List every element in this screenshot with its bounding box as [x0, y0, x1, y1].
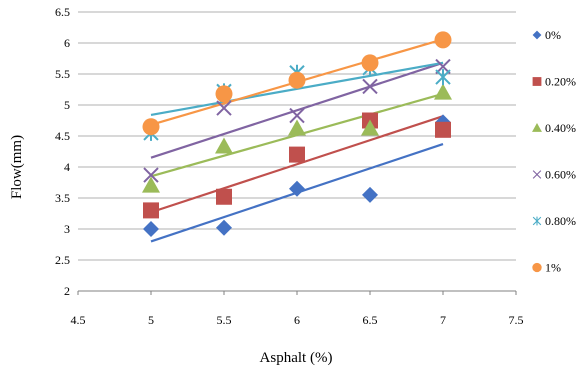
legend-marker-shape [532, 216, 542, 226]
data-point [435, 69, 451, 86]
legend-label: 0% [545, 28, 561, 42]
data-point [288, 119, 306, 136]
legend-marker-shape [532, 77, 542, 86]
data-point [216, 219, 232, 236]
data-points [142, 31, 452, 237]
y-tick-label: 2.5 [55, 253, 70, 267]
legend-item: 0.40% [532, 121, 576, 135]
data-point [143, 167, 159, 183]
legend-marker-shape [532, 262, 542, 273]
y-tick-label: 4 [64, 160, 70, 174]
y-tick-label: 5 [64, 98, 70, 112]
legend-label: 0.60% [545, 168, 576, 182]
trendline-020pct [150, 115, 444, 214]
trendline-060pct [150, 61, 444, 159]
legend-marker [532, 216, 542, 226]
x-tick-label: 6 [294, 313, 300, 327]
data-point [289, 146, 305, 163]
x-tick-label: 5 [148, 313, 154, 327]
data-point [435, 121, 451, 138]
data-point [142, 176, 160, 193]
data-point [434, 83, 452, 100]
legend-marker [532, 77, 542, 86]
data-point [142, 118, 160, 136]
legend-label: 1% [545, 261, 561, 275]
legend-marker-shape [532, 123, 542, 132]
data-point [361, 54, 379, 72]
data-point [143, 202, 159, 219]
data-point [362, 186, 378, 203]
data-point [288, 71, 306, 89]
data-point [215, 137, 233, 154]
legend-label: 0.40% [545, 121, 576, 135]
legend-marker-shape [532, 170, 542, 179]
legend: 0% 0.20% 0.40% 0.60% 0.80% 1% [532, 28, 576, 275]
data-point [143, 221, 159, 237]
x-tick-label: 7 [440, 313, 446, 327]
legend-marker [532, 30, 542, 40]
legend-item: 0% [532, 28, 561, 42]
x-tick-label: 6.5 [363, 313, 378, 327]
legend-item: 0.80% [532, 214, 576, 228]
legend-item: 0.60% [532, 168, 576, 182]
data-point [361, 119, 379, 136]
axes: 2 2.5 3 3.5 4 4.5 5 5.5 6 6.5 4.5 5 5.5 6 6.5 7 7.5 [55, 5, 524, 327]
legend-marker [532, 262, 542, 273]
y-tick-label: 5.5 [55, 67, 70, 81]
legend-item: 1% [532, 261, 561, 275]
data-point [216, 188, 232, 205]
y-tick-label: 6 [64, 36, 70, 50]
y-tick-label: 4.5 [55, 129, 70, 143]
y-tick-label: 6.5 [55, 5, 70, 19]
y-tick-label: 3.5 [55, 191, 70, 205]
y-tick-label: 2 [64, 284, 70, 298]
y-axis-label: Flow(mm) [9, 135, 25, 199]
data-point [216, 100, 232, 116]
data-point [289, 180, 305, 197]
legend-item: 0.20% [532, 75, 576, 89]
data-point [215, 85, 233, 103]
y-tick-label: 3 [64, 222, 70, 236]
x-tick-label: 5.5 [217, 313, 232, 327]
legend-marker-shape [532, 30, 542, 40]
x-tick-label: 7.5 [509, 313, 524, 327]
legend-marker [532, 123, 542, 132]
data-point [289, 107, 305, 124]
trendline-080pct [150, 61, 444, 117]
data-point [434, 31, 452, 49]
x-axis-label: Asphalt (%) [260, 350, 333, 366]
x-tick-label: 4.5 [71, 313, 86, 327]
data-point [362, 78, 378, 95]
legend-label: 0.20% [545, 75, 576, 89]
legend-label: 0.80% [545, 214, 576, 228]
legend-marker [532, 170, 542, 179]
